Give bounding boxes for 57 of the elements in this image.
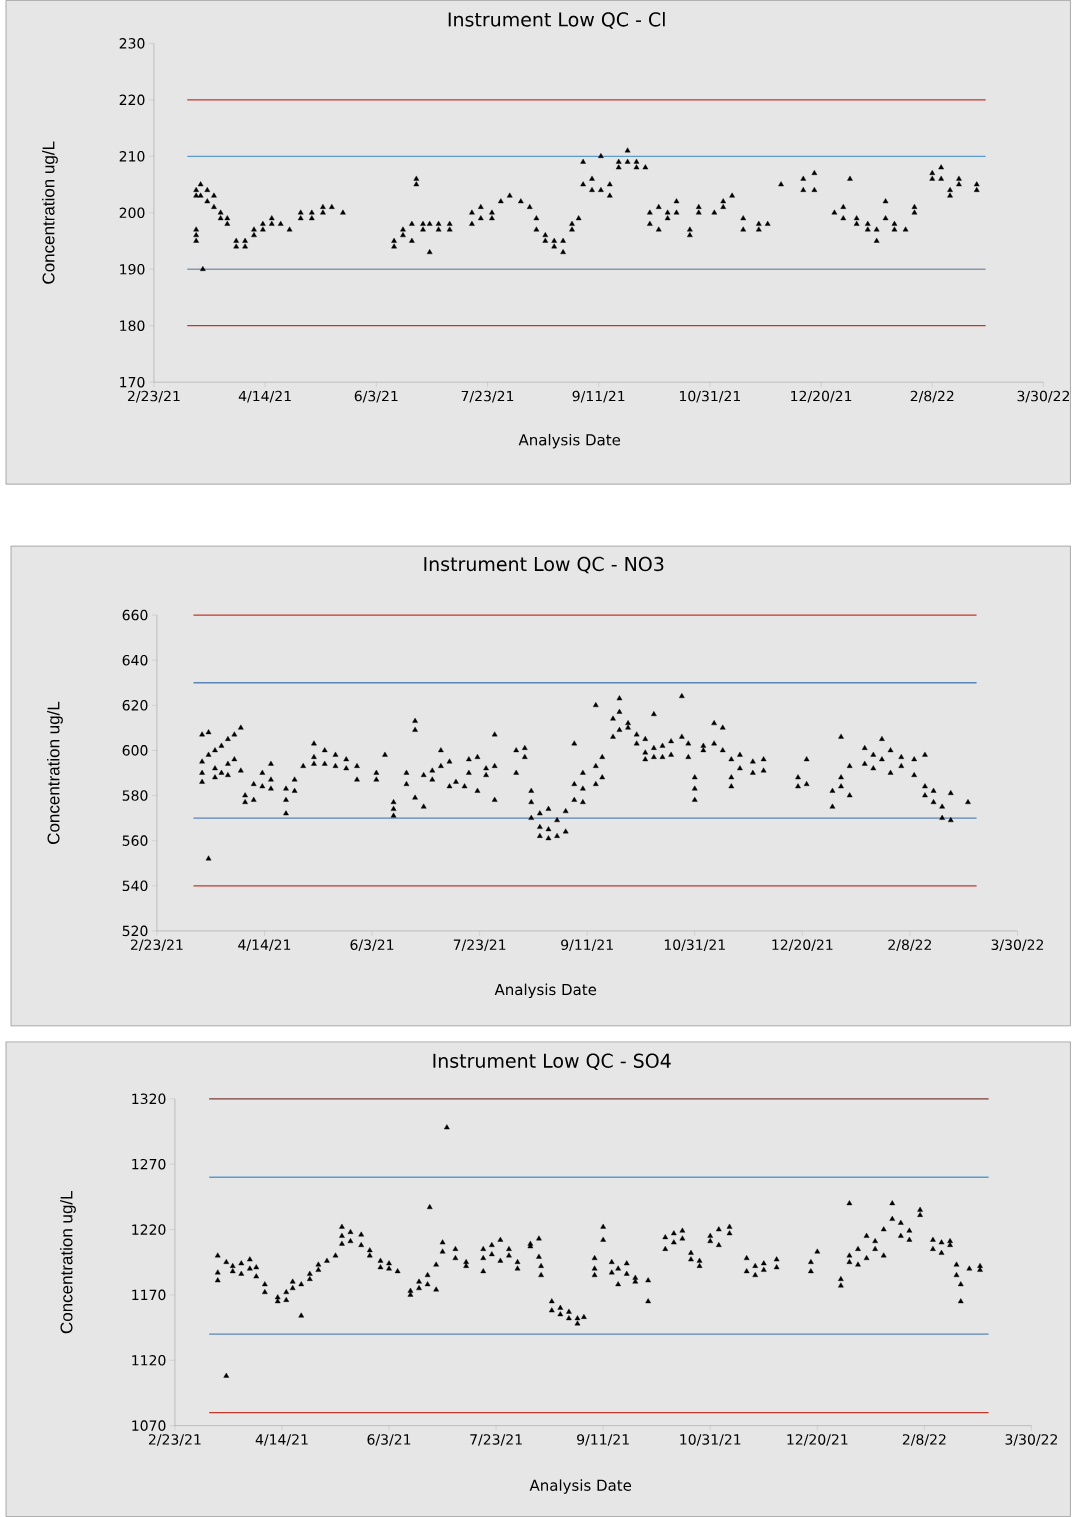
x-tick-label: 4/14/21 — [238, 390, 291, 403]
chart-title: Instrument Low QC - SO4 — [433, 1053, 671, 1071]
y-tick-label: 210 — [119, 151, 145, 162]
x-tick-label: 6/3/21 — [350, 939, 394, 952]
x-tick-label: 3/30/22 — [991, 939, 1044, 952]
y-tick-label: 220 — [119, 94, 145, 106]
chart-title: Instrument Low QC - Cl — [448, 11, 665, 29]
x-tick-label: 3/30/22 — [1005, 1434, 1058, 1446]
y-tick-label: 1070 — [132, 1420, 166, 1431]
y-tick-label: 180 — [120, 320, 145, 332]
y-tick-label: 1270 — [132, 1158, 166, 1170]
y-axis-title: Concentration ug/L — [42, 141, 59, 284]
x-tick-label: 2/8/22 — [903, 1434, 946, 1446]
y-tick-label: 620 — [122, 700, 148, 711]
x-tick-label: 9/11/21 — [561, 939, 613, 952]
y-tick-label: 560 — [122, 835, 148, 846]
x-tick-label: 9/11/21 — [577, 1434, 629, 1446]
x-tick-label: 2/23/21 — [149, 1434, 201, 1446]
x-tick-label: 2/8/22 — [910, 390, 954, 403]
x-tick-label: 10/31/21 — [665, 939, 726, 952]
x-tick-label: 7/23/21 — [453, 939, 506, 952]
x-tick-label: 7/23/21 — [461, 390, 514, 403]
y-tick-label: 190 — [120, 263, 145, 275]
y-tick-label: 170 — [120, 376, 145, 388]
x-tick-label: 6/3/21 — [354, 390, 398, 403]
x-tick-label: 2/8/22 — [888, 939, 932, 952]
y-tick-label: 1120 — [132, 1354, 166, 1366]
y-tick-label: 200 — [119, 207, 145, 219]
x-axis-title: Analysis Date — [494, 983, 597, 999]
y-tick-label: 1220 — [132, 1224, 166, 1235]
x-axis-title: Analysis Date — [529, 1479, 632, 1494]
y-axis-title: Concentration ug/L — [60, 1191, 77, 1334]
chart-title: Instrument Low QC - NO3 — [424, 556, 664, 574]
y-axis-title: Concentration ug/L — [47, 701, 64, 844]
y-tick-label: 580 — [122, 790, 148, 801]
y-tick-label: 660 — [122, 609, 148, 621]
y-tick-label: 1170 — [132, 1289, 166, 1301]
x-tick-label: 12/20/21 — [787, 1434, 848, 1446]
x-tick-label: 7/23/21 — [470, 1434, 522, 1446]
x-tick-label: 10/31/21 — [680, 1434, 741, 1446]
x-tick-label: 2/23/21 — [131, 939, 183, 952]
x-tick-label: 12/20/21 — [772, 939, 833, 952]
x-tick-label: 2/23/21 — [128, 390, 180, 403]
y-tick-label: 540 — [122, 880, 148, 892]
x-tick-label: 4/14/21 — [238, 939, 291, 952]
x-tick-label: 6/3/21 — [367, 1434, 411, 1446]
y-tick-label: 230 — [119, 38, 145, 49]
y-tick-label: 640 — [122, 654, 148, 666]
x-tick-label: 4/14/21 — [255, 1434, 308, 1446]
y-tick-label: 520 — [122, 925, 148, 937]
x-axis-title: Analysis Date — [518, 433, 621, 449]
y-tick-label: 600 — [122, 745, 148, 756]
x-tick-label: 12/20/21 — [791, 390, 852, 403]
x-tick-label: 3/30/22 — [1017, 390, 1070, 403]
y-tick-label: 1320 — [132, 1093, 166, 1105]
x-tick-label: 10/31/21 — [680, 390, 741, 403]
x-tick-label: 9/11/21 — [572, 390, 625, 403]
